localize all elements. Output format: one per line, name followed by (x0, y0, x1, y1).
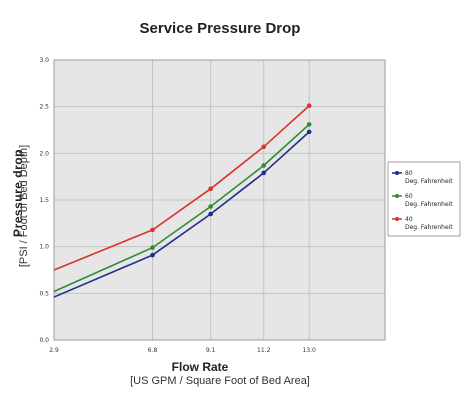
series-point-1 (208, 204, 213, 209)
series-point-2 (208, 186, 213, 192)
series-point-0 (150, 252, 155, 258)
x-tick-label: 11.2 (257, 347, 271, 354)
series-point-2 (306, 103, 312, 109)
plot-border (53, 59, 386, 341)
legend-swatch-marker-0 (395, 171, 399, 175)
y-axis-sublabel: [PSI / Foot of Bed Depth] (18, 144, 30, 268)
legend-label: Deg. Fahrenheit (405, 178, 453, 185)
x-axis-label: Flow Rate (171, 360, 229, 374)
series-point-0 (261, 170, 267, 176)
legend-label: 80 (405, 170, 413, 177)
legend-label: Deg. Fahrenheit (405, 224, 453, 231)
legend-label: 40 (405, 216, 413, 223)
y-tick-label: 2.0 (39, 150, 49, 157)
y-tick-label: 3.0 (39, 57, 49, 64)
y-tick-label: 2.5 (39, 104, 49, 111)
legend-swatch-marker-2 (395, 217, 399, 221)
x-axis-sublabel: [US GPM / Square Foot of Bed Area] (130, 375, 310, 387)
series-point-2 (261, 144, 267, 150)
x-tick-label: 2.9 (49, 347, 59, 354)
chart-title: Service Pressure Drop (139, 20, 301, 37)
legend-label: Deg. Fahrenheit (405, 201, 453, 208)
legend-box (387, 161, 461, 237)
series-point-0 (208, 211, 213, 217)
legend-swatch-marker-1 (395, 194, 399, 198)
legend-label: 60 (405, 193, 413, 200)
x-tick-label: 9.1 (206, 347, 216, 354)
y-tick-label: 0.5 (39, 290, 49, 297)
y-tick-label: 1.0 (39, 244, 49, 251)
y-tick-label: 0.0 (39, 337, 49, 344)
series-point-0 (306, 129, 312, 135)
x-tick-label: 13.0 (303, 347, 317, 354)
series-point-1 (261, 163, 267, 168)
series-point-1 (150, 245, 155, 250)
series-point-2 (150, 227, 155, 233)
x-tick-label: 6.8 (148, 347, 158, 354)
series-point-1 (306, 122, 312, 127)
y-tick-label: 1.5 (39, 197, 49, 204)
